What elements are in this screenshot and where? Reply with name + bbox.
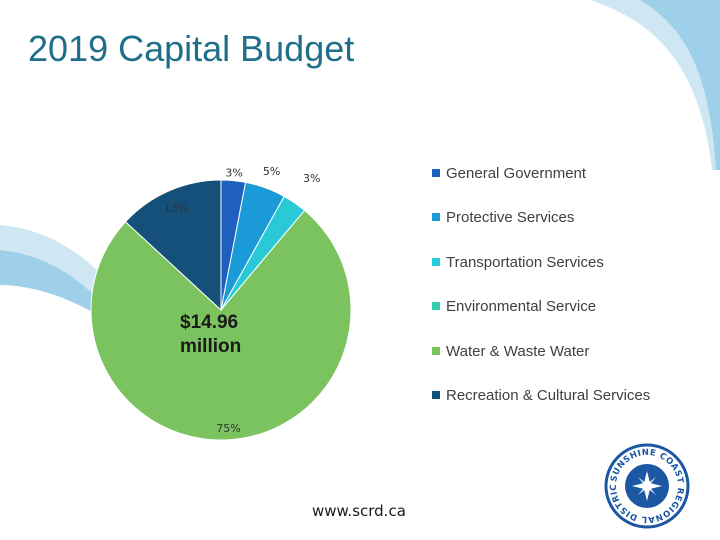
pie-slice-water-waste-water (90, 209, 352, 441)
total-budget-unit: million (180, 336, 242, 357)
pie-slice-label-protective-services: 5% (263, 165, 280, 178)
legend-swatch (432, 347, 440, 355)
legend-swatch (432, 213, 440, 221)
slide-title: 2019 Capital Budget (28, 28, 355, 69)
pie-slice-recreation-cultural-services (124, 179, 222, 312)
star-icon (632, 471, 662, 501)
pie-slice-label-transportation-services: 3% (303, 172, 320, 185)
pie-slice-label-general-government: 3% (225, 167, 242, 180)
legend-swatch (432, 302, 440, 310)
pie-slice-label-water-waste-water: 75% (216, 422, 240, 435)
legend-label: Protective Services (446, 209, 575, 226)
legend-swatch (432, 258, 440, 266)
legend-swatch (432, 391, 440, 399)
total-budget-amount: $14.96 (180, 312, 239, 333)
footer-website-link[interactable]: www.scrd.ca (312, 502, 406, 520)
scrd-logo: SUNSHINE COAST REGIONAL DISTRICT (604, 443, 690, 529)
legend-label: Transportation Services (446, 254, 604, 271)
total-budget-label: $14.96 million (180, 311, 320, 359)
pie-slice-label-recreation-cultural-services: 13% (164, 201, 188, 214)
legend-label: Recreation & Cultural Services (446, 387, 651, 404)
legend-swatch (432, 169, 440, 177)
legend-label: Environmental Service (446, 298, 597, 315)
legend-label: Water & Waste Water (446, 343, 590, 360)
legend-label: General Government (446, 165, 587, 182)
